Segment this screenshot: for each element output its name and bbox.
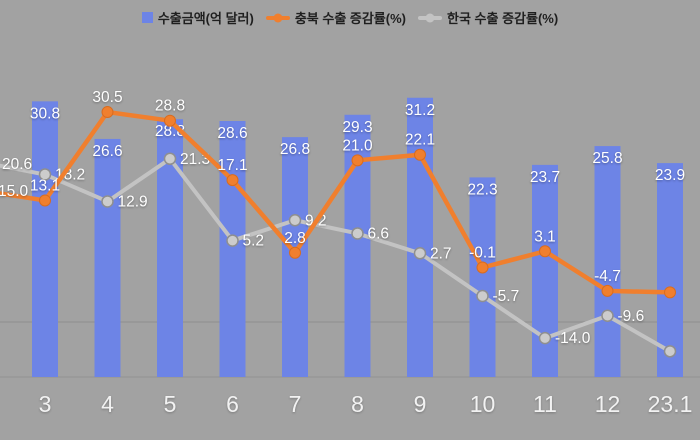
korea-line-swatch-icon (418, 13, 442, 22)
line-point (289, 246, 301, 259)
bar-series-swatch-icon (141, 12, 153, 23)
line-point (413, 247, 427, 260)
x-axis-label: 23.1 (648, 391, 693, 417)
bar-label: 22.3 (467, 181, 497, 198)
line-label: 30.5 (92, 89, 122, 106)
legend-label-chungbuk-growth: 충북 수출 증감률(%) (294, 11, 406, 26)
x-axis-label: 6 (226, 391, 239, 417)
line-label: 6.6 (368, 225, 390, 242)
bar-label: 26.6 (92, 143, 122, 160)
chart-legend: 수출금액(억 달러) 충북 수출 증감률(%) 한국 수출 증감률(%) (0, 8, 700, 27)
x-axis-label: 12 (595, 391, 621, 417)
line-point (538, 331, 552, 345)
line-label: -14.0 (555, 330, 591, 347)
bar-label: 28.6 (217, 125, 247, 142)
bar-label: 30.8 (30, 105, 60, 122)
line-point (226, 174, 239, 187)
line-label: 20.6 (2, 156, 32, 173)
line-point (663, 345, 677, 358)
bar-label: 29.3 (342, 119, 372, 136)
legend-item-chungbuk-growth: 충북 수출 증감률(%) (265, 8, 406, 27)
legend-label-korea-growth: 한국 수출 증감률(%) (447, 11, 559, 26)
line-point (164, 114, 176, 127)
line-point (351, 227, 364, 240)
x-axis-label: 3 (39, 391, 52, 417)
line-label: -9.6 (618, 308, 645, 325)
bar-label: 23.7 (530, 169, 560, 186)
line-point (664, 286, 676, 299)
line-label: 21.0 (342, 137, 373, 154)
line-point (351, 154, 364, 167)
legend-item-export-amount: 수출금액(억 달러) (141, 8, 254, 27)
x-axis-label: 5 (164, 391, 177, 417)
line-point (601, 309, 614, 323)
line-label: 5.2 (243, 233, 265, 250)
bar-month-4 (94, 138, 121, 377)
line-label: -0.1 (469, 245, 496, 262)
bar-month-9 (407, 97, 433, 377)
bar-month-3 (32, 101, 58, 377)
line-label: 28.8 (155, 98, 185, 115)
line-point (101, 106, 114, 119)
line-point (476, 289, 489, 303)
line-label: 15.0 (0, 183, 29, 200)
line-label: 2.8 (284, 230, 306, 247)
bar-label: 23.9 (655, 167, 685, 184)
line-label: 21.3 (180, 151, 210, 168)
bar-month-10 (469, 177, 496, 377)
chungbuk-line-swatch-icon (265, 13, 290, 22)
line-label: 3.1 (534, 228, 556, 245)
x-axis-label: 9 (414, 391, 427, 417)
bar-month-23.1 (657, 163, 683, 377)
bar-label: 25.8 (592, 150, 622, 167)
line-label: 17.1 (217, 157, 247, 174)
line-point (539, 245, 551, 258)
line-label: -5.7 (493, 288, 520, 305)
legend-item-korea-growth: 한국 수출 증감률(%) (418, 8, 558, 27)
line-label: 22.1 (405, 132, 435, 149)
line-label: 13.1 (30, 177, 60, 194)
bar-month-12 (594, 146, 621, 377)
line-point (601, 284, 614, 297)
line-point (163, 152, 177, 166)
x-axis-label: 8 (351, 391, 364, 417)
line-label: -4.7 (594, 268, 621, 285)
bar-label: 31.2 (405, 102, 435, 119)
x-axis-label: 7 (289, 391, 302, 417)
line-label: 12.9 (118, 193, 148, 210)
line-point (414, 148, 426, 161)
x-axis-label: 10 (470, 391, 496, 417)
bar-month-6 (219, 121, 246, 377)
line-point (288, 214, 302, 227)
x-axis-label: 4 (101, 391, 114, 417)
chungbuk-growth-line (0, 109, 673, 295)
line-point (226, 234, 239, 247)
line-point (38, 168, 52, 181)
bar-label: 26.8 (280, 141, 310, 158)
line-point (101, 195, 114, 208)
legend-label-export-amount: 수출금액(억 달러) (157, 11, 254, 26)
line-point (39, 194, 51, 207)
korea-growth-line (0, 156, 672, 354)
x-axis-label: 11 (533, 391, 557, 417)
line-label: 2.7 (430, 245, 452, 262)
line-point (476, 261, 489, 274)
